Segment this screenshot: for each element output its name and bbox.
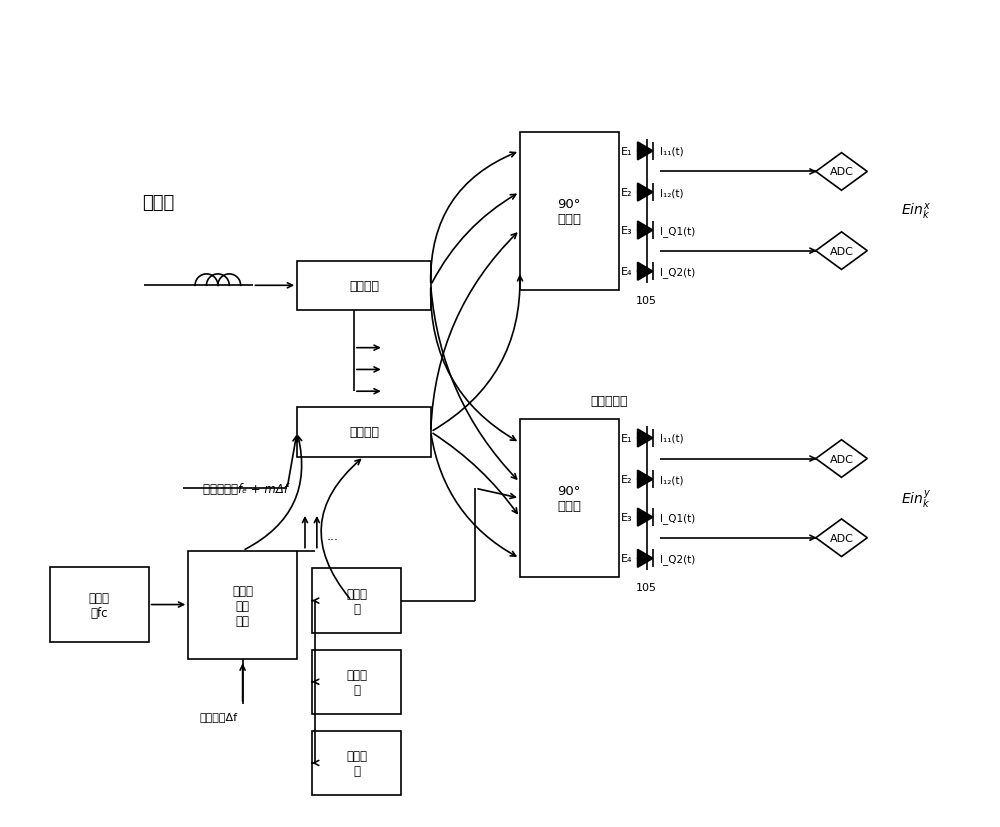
Text: 偏振分光: 偏振分光 [349, 426, 379, 439]
Text: ...: ... [327, 529, 339, 543]
Text: ADC: ADC [830, 454, 853, 464]
Polygon shape [638, 550, 653, 567]
Text: 调制信号Δf: 调制信号Δf [200, 711, 238, 721]
Text: 多载波
产生
装置: 多载波 产生 装置 [232, 584, 253, 627]
Text: 信号光: 信号光 [142, 194, 175, 212]
Text: E₂: E₂ [621, 188, 632, 198]
Text: 90°
混频器: 90° 混频器 [557, 198, 581, 226]
Polygon shape [816, 154, 867, 191]
Text: 光滤波
器: 光滤波 器 [346, 749, 367, 777]
Text: E₄: E₄ [621, 267, 632, 277]
Polygon shape [638, 509, 653, 527]
Text: ADC: ADC [830, 246, 853, 256]
Text: I_Q2(t): I_Q2(t) [660, 553, 696, 564]
Text: ADC: ADC [830, 167, 853, 177]
Text: 90°
混频器: 90° 混频器 [557, 485, 581, 513]
Text: 本征光
源fc: 本征光 源fc [89, 590, 110, 619]
Text: 105: 105 [636, 582, 657, 592]
Bar [297, 261, 431, 311]
Text: I_Q1(t): I_Q1(t) [660, 512, 696, 523]
Bar [188, 551, 297, 660]
Text: E₁: E₁ [621, 146, 632, 156]
Polygon shape [638, 429, 653, 447]
Polygon shape [816, 232, 867, 270]
Bar [312, 731, 401, 795]
Text: I₁₁(t): I₁₁(t) [660, 146, 684, 156]
Polygon shape [638, 471, 653, 489]
Text: I_Q2(t): I_Q2(t) [660, 266, 696, 277]
Text: $Ein_k^y$: $Ein_k^y$ [901, 488, 931, 509]
Bar [312, 569, 401, 633]
Bar [50, 568, 149, 642]
Text: 本征光载波fₑ + mΔf: 本征光载波fₑ + mΔf [203, 482, 288, 495]
Text: E₃: E₃ [621, 226, 632, 236]
Text: E₄: E₄ [621, 553, 632, 564]
Text: 光滤波
器: 光滤波 器 [346, 587, 367, 614]
Polygon shape [638, 222, 653, 240]
Bar [297, 408, 431, 457]
Text: 平衡接收机: 平衡接收机 [590, 394, 628, 408]
Text: I₁₂(t): I₁₂(t) [660, 475, 684, 485]
Polygon shape [638, 184, 653, 202]
Text: I₁₂(t): I₁₂(t) [660, 188, 684, 198]
Text: E₁: E₁ [621, 433, 632, 443]
Bar [520, 419, 619, 577]
Polygon shape [638, 143, 653, 160]
Text: I₁₁(t): I₁₁(t) [660, 433, 684, 443]
Text: ADC: ADC [830, 533, 853, 543]
Text: I_Q1(t): I_Q1(t) [660, 225, 696, 237]
Polygon shape [638, 263, 653, 281]
Text: $Ein_k^x$: $Ein_k^x$ [901, 202, 931, 222]
Bar [312, 650, 401, 714]
Polygon shape [816, 440, 867, 478]
Text: E₃: E₃ [621, 513, 632, 523]
Polygon shape [816, 519, 867, 557]
Text: 105: 105 [636, 295, 657, 306]
Bar [520, 132, 619, 291]
Text: 光滤波
器: 光滤波 器 [346, 668, 367, 696]
Text: 偏振分光: 偏振分光 [349, 280, 379, 293]
Text: E₂: E₂ [621, 475, 632, 485]
